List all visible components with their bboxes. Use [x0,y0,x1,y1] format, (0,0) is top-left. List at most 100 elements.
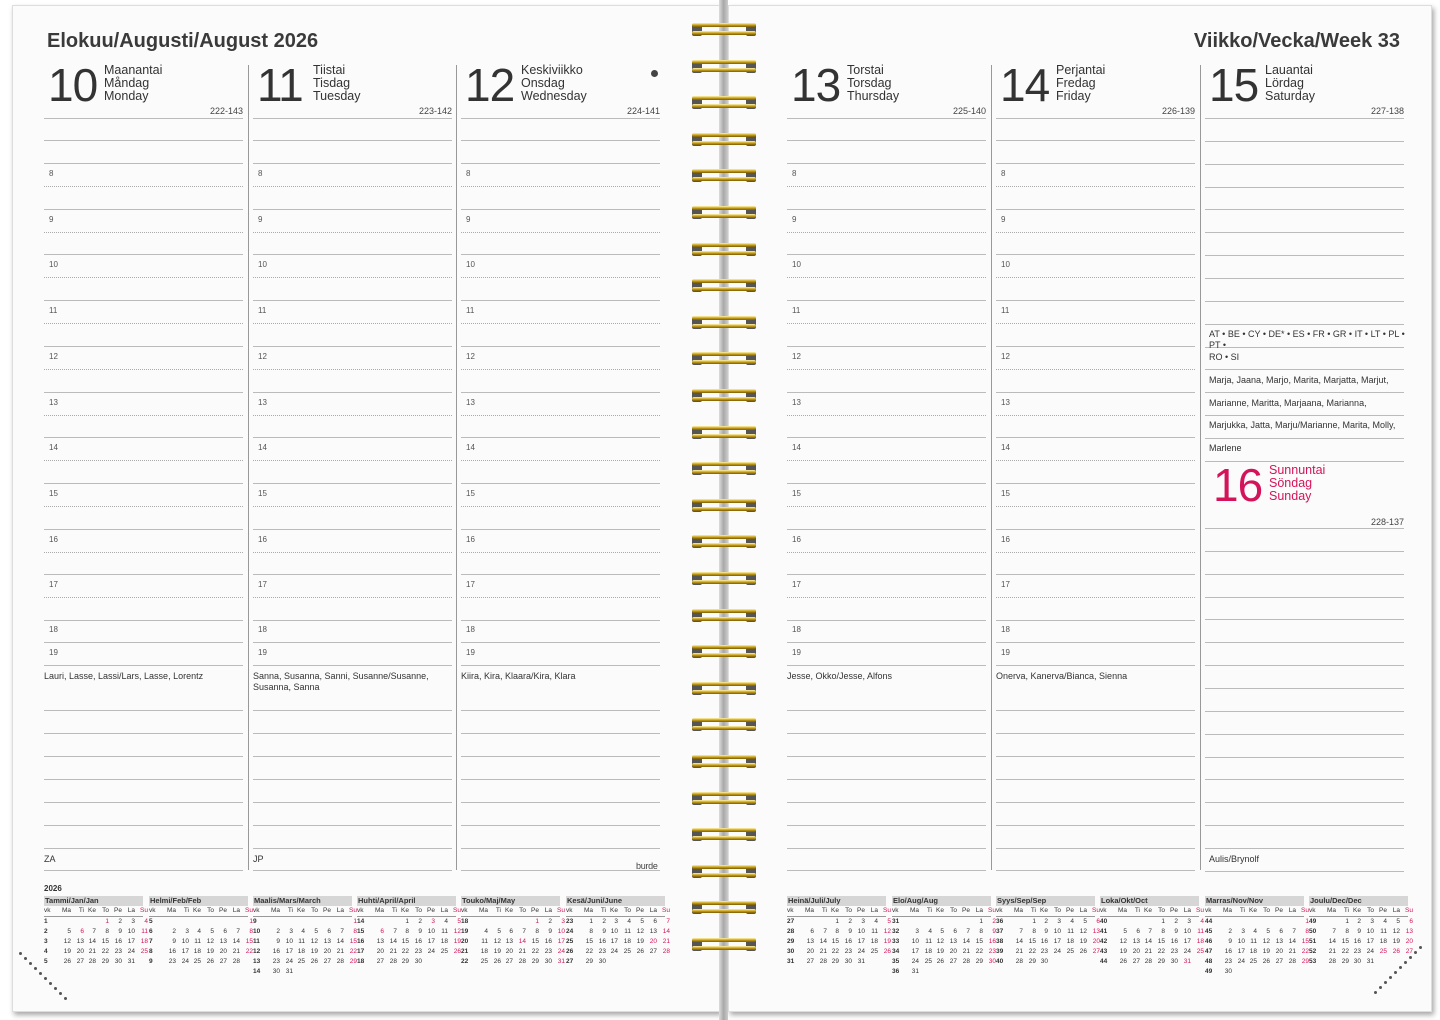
mini-day[interactable]: 20 [949,948,957,955]
mini-day[interactable]: 23 [1224,958,1232,965]
mini-day[interactable]: 13 [949,938,957,945]
mini-day[interactable]: 27 [806,958,814,965]
mini-day[interactable]: 26 [936,958,944,965]
mini-day[interactable]: 5 [1396,918,1400,925]
mini-day[interactable]: 9 [1228,938,1232,945]
mini-day[interactable]: 24 [911,958,919,965]
mini-day[interactable]: 31 [857,958,865,965]
mini-day[interactable]: 2 [992,918,996,925]
mini-day[interactable]: 27 [1405,948,1413,955]
mini-day[interactable]: 13 [649,928,657,935]
mini-day[interactable]: 13 [323,938,331,945]
mini-day[interactable]: 24 [610,948,618,955]
mini-day[interactable]: 24 [427,948,435,955]
mini-day[interactable]: 15 [975,938,983,945]
mini-day[interactable]: 23 [168,958,176,965]
mini-day[interactable]: 10 [127,928,135,935]
mini-day[interactable]: 28 [389,958,397,965]
mini-day[interactable]: 26 [63,958,71,965]
mini-day[interactable]: 8 [105,928,109,935]
mini-day[interactable]: 25 [440,948,448,955]
mini-day[interactable]: 12 [310,938,318,945]
mini-day[interactable]: 5 [497,928,501,935]
mini-day[interactable]: 30 [544,958,552,965]
mini-day[interactable]: 23 [988,948,996,955]
mini-day[interactable]: 15 [1157,938,1165,945]
mini-day[interactable]: 21 [1288,948,1296,955]
mini-day[interactable]: 7 [340,928,344,935]
mini-day[interactable]: 9 [276,938,280,945]
mini-day[interactable]: 17 [285,948,293,955]
mini-day[interactable]: 2 [1044,918,1048,925]
mini-day[interactable]: 8 [1161,928,1165,935]
mini-day[interactable]: 28 [336,958,344,965]
mini-day[interactable]: 20 [1405,938,1413,945]
mini-day[interactable]: 10 [427,928,435,935]
mini-day[interactable]: 11 [298,938,305,945]
mini-day[interactable]: 25 [193,958,201,965]
mini-day[interactable]: 8 [1305,928,1309,935]
mini-day[interactable]: 5 [1083,918,1087,925]
mini-day[interactable]: 7 [236,928,240,935]
mini-day[interactable]: 19 [493,948,501,955]
mini-day[interactable]: 7 [92,928,96,935]
mini-day[interactable]: 30 [598,958,606,965]
mini-day[interactable]: 22 [401,948,409,955]
mini-day[interactable]: 19 [63,948,71,955]
mini-day[interactable]: 5 [1123,928,1127,935]
mini-day[interactable]: 30 [414,958,422,965]
mini-day[interactable]: 2 [172,928,176,935]
mini-day[interactable]: 8 [835,928,839,935]
mini-day[interactable]: 27 [1092,948,1100,955]
mini-day[interactable]: 21 [336,948,344,955]
mini-day[interactable]: 28 [662,948,670,955]
mini-day[interactable]: 6 [1136,928,1140,935]
mini-day[interactable]: 9 [548,928,552,935]
mini-day[interactable]: 16 [114,938,122,945]
mini-day[interactable]: 29 [831,958,839,965]
mini-day[interactable]: 15 [101,938,109,945]
mini-day[interactable]: 23 [1040,948,1048,955]
mini-day[interactable]: 4 [1200,918,1204,925]
mini-day[interactable]: 31 [1366,958,1374,965]
mini-day[interactable]: 6 [1409,918,1413,925]
mini-day[interactable]: 5 [457,918,461,925]
mini-day[interactable]: 25 [623,948,631,955]
mini-day[interactable]: 16 [272,948,280,955]
mini-day[interactable]: 11 [481,938,488,945]
mini-day[interactable]: 21 [88,948,96,955]
mini-day[interactable]: 24 [1366,948,1374,955]
mini-day[interactable]: 10 [1237,938,1245,945]
mini-day[interactable]: 18 [623,938,631,945]
mini-day[interactable]: 17 [1237,948,1245,955]
mini-day[interactable]: 29 [101,958,109,965]
mini-day[interactable]: 3 [1057,918,1061,925]
mini-day[interactable]: 7 [1332,928,1336,935]
mini-day[interactable]: 2 [418,918,422,925]
mini-day[interactable]: 25 [870,948,878,955]
mini-day[interactable]: 20 [219,948,227,955]
mini-day[interactable]: 29 [1157,958,1165,965]
mini-day[interactable]: 10 [610,928,618,935]
mini-day[interactable]: 21 [518,948,526,955]
mini-day[interactable]: 14 [1144,938,1152,945]
mini-day[interactable]: 13 [219,938,227,945]
mini-day[interactable]: 22 [975,948,983,955]
mini-day[interactable]: 13 [806,938,814,945]
mini-day[interactable]: 4 [444,918,448,925]
mini-day[interactable]: 21 [819,948,827,955]
mini-day[interactable]: 4 [627,918,631,925]
mini-day[interactable]: 11 [441,928,448,935]
mini-day[interactable]: 17 [127,938,135,945]
mini-day[interactable]: 22 [101,948,109,955]
mini-day[interactable]: 22 [585,948,593,955]
mini-day[interactable]: 19 [1079,938,1087,945]
mini-day[interactable]: 5 [887,918,891,925]
mini-day[interactable]: 24 [1183,948,1191,955]
mini-day[interactable]: 29 [975,958,983,965]
mini-day[interactable]: 18 [870,938,878,945]
mini-day[interactable]: 15 [585,938,593,945]
mini-day[interactable]: 9 [418,928,422,935]
mini-day[interactable]: 24 [857,948,865,955]
mini-day[interactable]: 12 [636,928,644,935]
